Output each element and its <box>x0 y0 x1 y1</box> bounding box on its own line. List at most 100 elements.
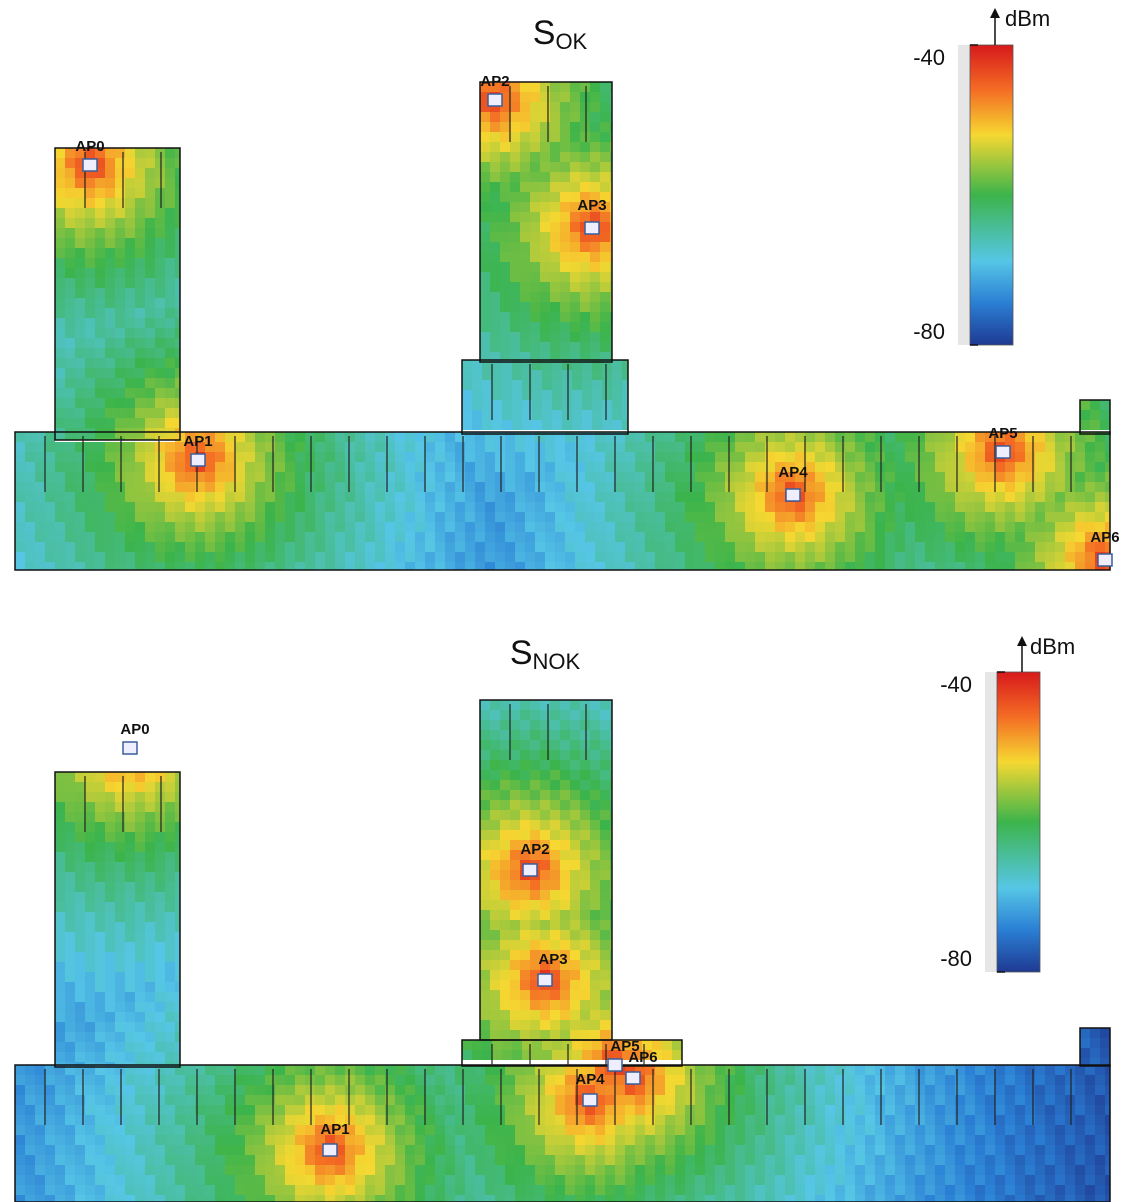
signal-cell <box>550 720 560 730</box>
signal-cell <box>375 502 385 512</box>
signal-cell <box>995 1105 1005 1115</box>
signal-cell <box>155 1002 165 1012</box>
signal-cell <box>490 222 500 232</box>
signal-cell <box>775 1175 785 1185</box>
signal-cell <box>925 462 935 472</box>
signal-cell <box>125 492 135 502</box>
signal-cell <box>45 1135 55 1145</box>
signal-cell <box>510 910 520 920</box>
signal-cell <box>95 442 105 452</box>
signal-cell <box>305 492 315 502</box>
signal-cell <box>1005 482 1015 492</box>
signal-cell <box>540 800 550 810</box>
signal-cell <box>520 182 530 192</box>
signal-cell <box>495 472 505 482</box>
signal-cell <box>570 332 580 342</box>
signal-cell <box>45 1065 55 1075</box>
signal-cell <box>480 202 490 212</box>
signal-cell <box>405 1195 415 1202</box>
signal-cell <box>755 452 765 462</box>
signal-cell <box>510 152 520 162</box>
signal-cell <box>540 1000 550 1010</box>
signal-cell <box>570 272 580 282</box>
signal-cell <box>945 482 955 492</box>
signal-cell <box>415 1065 425 1075</box>
signal-cell <box>995 502 1005 512</box>
signal-cell <box>155 902 165 912</box>
signal-cell <box>515 1185 525 1195</box>
signal-cell <box>385 472 395 482</box>
signal-cell <box>540 262 550 272</box>
signal-cell <box>580 122 590 132</box>
signal-cell <box>1105 1065 1110 1075</box>
signal-cell <box>395 1095 405 1105</box>
signal-cell <box>75 472 85 482</box>
signal-cell <box>600 840 610 850</box>
signal-cell <box>115 1075 125 1085</box>
signal-cell <box>600 262 610 272</box>
signal-cell <box>445 1105 455 1115</box>
signal-cell <box>535 1065 545 1075</box>
signal-cell <box>285 542 295 552</box>
signal-cell <box>105 802 115 812</box>
signal-cell <box>455 542 465 552</box>
signal-cell <box>500 212 510 222</box>
signal-cell <box>1035 1155 1045 1165</box>
signal-cell <box>95 872 105 882</box>
signal-cell <box>625 462 635 472</box>
signal-cell <box>500 192 510 202</box>
signal-cell <box>105 952 115 962</box>
signal-cell <box>665 472 675 482</box>
signal-cell <box>95 1002 105 1012</box>
signal-cell <box>580 750 590 760</box>
signal-cell <box>255 1125 265 1135</box>
signal-cell <box>55 972 65 982</box>
signal-cell <box>965 442 975 452</box>
signal-cell <box>492 410 502 420</box>
signal-cell <box>105 892 115 902</box>
signal-cell <box>655 1105 665 1115</box>
signal-cell <box>550 930 560 940</box>
signal-cell <box>445 482 455 492</box>
signal-cell <box>125 1032 135 1042</box>
signal-cell <box>580 162 590 172</box>
signal-cell <box>1105 532 1110 542</box>
signal-cell <box>155 1155 165 1165</box>
signal-cell <box>625 522 635 532</box>
signal-cell <box>195 502 205 512</box>
signal-cell <box>525 1095 535 1105</box>
signal-cell <box>95 258 105 268</box>
signal-cell <box>55 1065 65 1075</box>
signal-cell <box>600 880 610 890</box>
signal-cell <box>605 1095 615 1105</box>
signal-cell <box>515 522 525 532</box>
signal-cell <box>305 1105 315 1115</box>
signal-cell <box>25 1065 35 1075</box>
signal-cell <box>905 432 915 442</box>
signal-cell <box>165 542 175 552</box>
signal-cell <box>125 1022 135 1032</box>
signal-cell <box>545 492 555 502</box>
signal-cell <box>545 1085 555 1095</box>
signal-cell <box>500 770 510 780</box>
signal-cell <box>490 132 500 142</box>
signal-cell <box>582 360 592 370</box>
signal-cell <box>1075 482 1085 492</box>
signal-cell <box>65 1052 75 1062</box>
signal-cell <box>565 1065 575 1075</box>
signal-cell <box>65 1022 75 1032</box>
signal-cell <box>550 202 560 212</box>
signal-cell <box>525 1115 535 1125</box>
signal-cell <box>685 1125 695 1135</box>
signal-cell <box>825 472 835 482</box>
signal-cell <box>715 442 725 452</box>
signal-cell <box>955 502 965 512</box>
signal-cell <box>542 1040 552 1050</box>
signal-cell <box>945 452 955 462</box>
signal-cell <box>395 552 405 562</box>
signal-cell <box>445 452 455 462</box>
signal-cell <box>215 1165 225 1175</box>
signal-cell <box>555 512 565 522</box>
signal-cell <box>125 178 135 188</box>
signal-cell <box>525 1105 535 1115</box>
